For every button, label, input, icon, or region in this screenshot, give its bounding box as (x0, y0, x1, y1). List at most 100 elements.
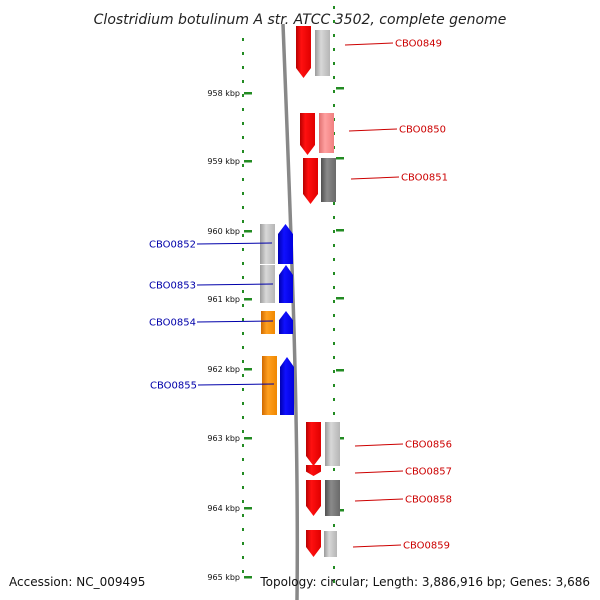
ruler-dot (333, 20, 335, 23)
gene-feature-cbo0852[interactable] (260, 224, 275, 264)
ruler-dot (242, 486, 244, 489)
ruler-dot (242, 66, 244, 69)
gene-feature-cbo0851[interactable] (321, 158, 336, 202)
ruler-dot (242, 374, 244, 377)
ruler-dot (333, 286, 335, 289)
ruler-tick-label: 963 kbp (207, 434, 240, 443)
ruler-dot (242, 500, 244, 503)
ruler-dot (242, 136, 244, 139)
gene-feature-cbo0854[interactable] (261, 311, 275, 334)
gene-arrow-cbo0859[interactable] (306, 530, 321, 557)
gene-leader-line (354, 498, 404, 502)
ruler-dot (333, 566, 335, 569)
gene-arrow-cbo0851[interactable] (303, 158, 318, 204)
ruler-dot (242, 248, 244, 251)
gene-label-cbo0852[interactable]: CBO0852 (149, 240, 196, 251)
ruler-ticks: 958 kbp 959 kbp 960 kbp 961 kbp 962 kbp 963 k… (207, 87, 344, 582)
ruler-dot (333, 104, 335, 107)
ruler-dot (242, 290, 244, 293)
gene-label-cbo0849[interactable]: CBO0849 (395, 39, 442, 50)
ruler-dot (333, 216, 335, 219)
ruler-dot (242, 458, 244, 461)
ruler-dot (242, 542, 244, 545)
ruler-dot (242, 472, 244, 475)
ruler-dot (333, 524, 335, 527)
ruler-dot (333, 412, 335, 415)
topology-label: Topology: circular; Length: 3,886,916 bp… (259, 575, 590, 589)
ruler-dot (333, 6, 335, 9)
gene-label-cbo0857[interactable]: CBO0857 (405, 467, 452, 478)
gene-arrow-cbo0856[interactable] (306, 422, 321, 466)
gene-arrow-cbo0855[interactable] (280, 357, 294, 415)
gene-label-cbo0854[interactable]: CBO0854 (149, 318, 196, 329)
ruler-tick-label: 959 kbp (207, 157, 240, 166)
gene-leader-line (352, 544, 402, 548)
gene-label-cbo0853[interactable]: CBO0853 (149, 281, 196, 292)
ruler-dot (333, 90, 335, 93)
gene-arrow-cbo0853[interactable] (279, 265, 293, 303)
ruler-dot (333, 76, 335, 79)
gene-arrow-cbo0858[interactable] (306, 480, 321, 516)
ruler-dot (242, 206, 244, 209)
ruler-tick (244, 230, 252, 233)
ruler-dot (242, 38, 244, 41)
gene-feature-cbo0849[interactable] (315, 30, 330, 76)
map-title: Clostridium botulinum A str. ATCC 3502, … (94, 12, 507, 28)
ruler-tick-label: 958 kbp (207, 89, 240, 98)
gene-label-cbo0859[interactable]: CBO0859 (403, 541, 450, 552)
gene-arrow-cbo0852[interactable] (278, 224, 293, 264)
ruler-tick (244, 576, 252, 579)
gene-arrow-cbo0857[interactable] (306, 465, 321, 476)
ruler-tick (244, 368, 252, 371)
gene-label-cbo0856[interactable]: CBO0856 (405, 440, 452, 451)
gene-arrow-cbo0854[interactable] (279, 311, 293, 334)
ruler-dot (333, 272, 335, 275)
ruler-tick (244, 160, 252, 163)
ruler-dot (242, 164, 244, 167)
gene-feature-cbo0855[interactable] (262, 356, 277, 415)
gene-label-cbo0850[interactable]: CBO0850 (399, 125, 446, 136)
gene-leader-line (196, 320, 274, 323)
gene-leader-line (196, 283, 274, 286)
ruler-tick (336, 87, 344, 90)
ruler-tick (244, 298, 252, 301)
ruler-dot (242, 570, 244, 573)
gene-feature-cbo0858[interactable] (325, 480, 340, 516)
ruler-tick (244, 437, 252, 440)
ruler-tick (336, 369, 344, 372)
ruler-tick (244, 507, 252, 510)
ruler-dot (242, 234, 244, 237)
ruler-dot (333, 398, 335, 401)
ruler-dot (333, 356, 335, 359)
accession-label: Accession: NC_009495 (9, 575, 145, 589)
gene-leader-line (350, 176, 400, 180)
ruler-dot (333, 202, 335, 205)
ruler-dot (333, 384, 335, 387)
ruler-tick-label: 962 kbp (207, 365, 240, 374)
gene-arrow-cbo0850[interactable] (300, 113, 315, 155)
ruler-tick (244, 92, 252, 95)
ruler-dot (333, 258, 335, 261)
ruler-dot (242, 108, 244, 111)
gene-feature-cbo0850[interactable] (319, 113, 334, 153)
ruler-dot (242, 220, 244, 223)
gene-feature-cbo0859[interactable] (324, 531, 337, 557)
gene-feature-cbo0856[interactable] (325, 422, 340, 466)
ruler-dot (242, 360, 244, 363)
gene-leader-line (348, 128, 398, 132)
gene-label-cbo0851[interactable]: CBO0851 (401, 173, 448, 184)
ruler-dot (242, 192, 244, 195)
ruler-tick-label: 964 kbp (207, 504, 240, 513)
ruler-dot (242, 514, 244, 517)
ruler-dot (242, 122, 244, 125)
ruler-dot (333, 328, 335, 331)
ruler-dot (242, 388, 244, 391)
ruler-dot (242, 178, 244, 181)
ruler-dot (333, 34, 335, 37)
gene-label-cbo0858[interactable]: CBO0858 (405, 495, 452, 506)
gene-arrow-cbo0849[interactable] (296, 26, 311, 78)
ruler-dot (333, 62, 335, 65)
ruler-dot (242, 276, 244, 279)
gene-label-cbo0855[interactable]: CBO0855 (150, 381, 197, 392)
